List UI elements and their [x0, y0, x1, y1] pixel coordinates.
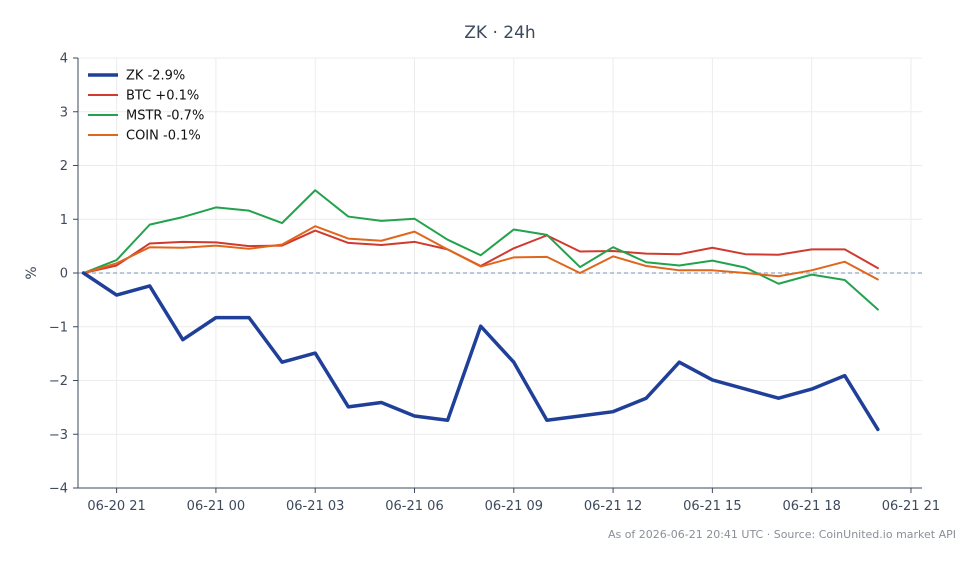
x-tick-label: 06-21 12: [584, 499, 642, 514]
y-tick-label: −1: [49, 320, 68, 335]
x-tick-label: 06-21 00: [187, 499, 245, 514]
x-tick-label: 06-21 21: [882, 499, 940, 514]
x-tick-label: 06-21 09: [485, 499, 543, 514]
x-tick-label: 06-21 18: [782, 499, 840, 514]
series-line-zk: [81, 271, 880, 432]
legend-label: ZK -2.9%: [126, 69, 185, 84]
y-tick-label: 1: [60, 213, 68, 228]
legend-label: COIN -0.1%: [126, 129, 201, 144]
y-axis-title: %: [24, 266, 40, 279]
y-tick-label: 4: [60, 52, 68, 67]
x-tick-label: 06-21 15: [683, 499, 741, 514]
y-tick-label: 0: [60, 267, 68, 282]
axes-layer: −4 −3 −2 −1 0 1 2 3 4 06-20 21 06-21 00 06-21 03 06-…: [49, 52, 940, 515]
legend: ZK -2.9% BTC +0.1% MSTR -0.7% COIN -0.1%: [88, 69, 204, 144]
y-tick-label: −2: [49, 374, 68, 389]
y-tick-label: 2: [60, 159, 68, 174]
x-tick-label: 06-21 03: [286, 499, 344, 514]
series-line-coin: [82, 225, 879, 281]
legend-label: BTC +0.1%: [126, 89, 199, 104]
y-tick-label: −4: [49, 482, 68, 497]
series-layer: [81, 189, 880, 432]
x-tick-label: 06-20 21: [87, 499, 145, 514]
series-line-mstr: [82, 189, 879, 311]
chart-title: ZK · 24h: [464, 23, 535, 43]
legend-label: MSTR -0.7%: [126, 109, 204, 124]
source-note: As of 2026-06-21 20:41 UTC · Source: Coi…: [608, 528, 956, 541]
y-tick-label: 3: [60, 105, 68, 120]
y-tick-label: −3: [49, 428, 68, 443]
x-tick-label: 06-21 06: [385, 499, 443, 514]
